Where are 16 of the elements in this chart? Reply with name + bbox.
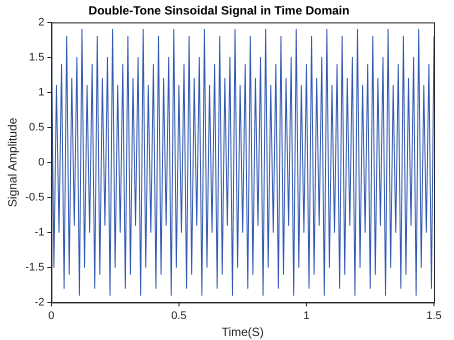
x-tick-label: 0 [48, 310, 54, 322]
y-tick-label: 1.5 [29, 51, 44, 64]
y-tick-label: 0 [38, 156, 44, 168]
y-tick-label: -2 [34, 296, 44, 308]
y-tick-label: -1 [34, 226, 44, 238]
x-axis-title: Time(S) [222, 325, 264, 340]
x-tick-label: 1.5 [426, 310, 442, 322]
x-tick-label: 1 [303, 310, 310, 322]
y-tick-label: 1 [38, 86, 44, 98]
y-tick-label: 2 [38, 16, 44, 28]
y-tick-label: -0.5 [25, 191, 44, 204]
y-axis-title: Signal Amplitude [6, 117, 20, 208]
y-tick-label: 0.5 [29, 121, 44, 134]
chart-title: Double-Tone Sinsoidal Signal in Time Domain [88, 4, 350, 18]
x-tick-label: 0.5 [171, 310, 187, 322]
y-tick-label: -1.5 [25, 261, 44, 274]
